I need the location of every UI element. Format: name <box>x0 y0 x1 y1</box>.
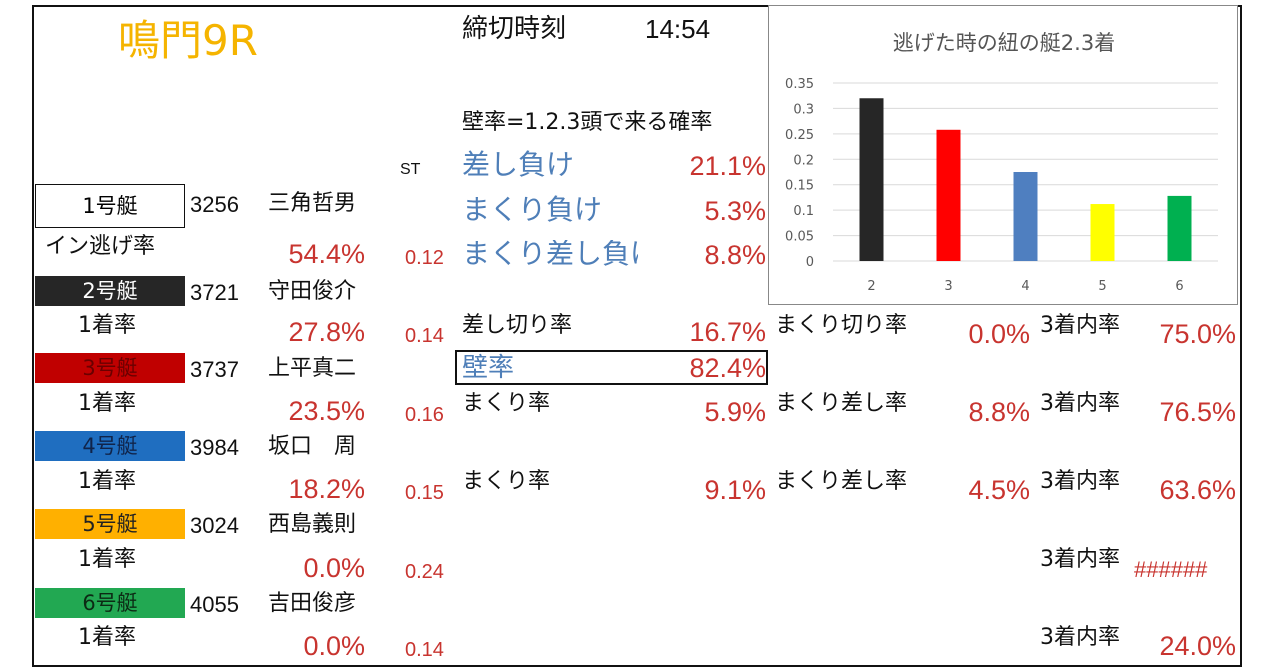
racer-name: 吉田俊彦 <box>268 591 357 616</box>
racer-number: 3737 <box>190 357 239 382</box>
deadline-label: 締切時刻 <box>462 14 567 44</box>
rate-label: イン逃げ率 <box>45 234 156 259</box>
y-tick-label: 0.05 <box>785 230 814 245</box>
stat-value: 63.6% <box>1159 475 1236 505</box>
stat-value: 16.7% <box>689 317 766 347</box>
racer-number: 3256 <box>190 192 239 217</box>
x-tick-label: 2 <box>867 279 875 294</box>
x-tick-label: 5 <box>1098 279 1106 294</box>
stat-value: 75.0% <box>1159 319 1236 349</box>
racer-number: 4055 <box>190 592 239 617</box>
st-value: 0.24 <box>405 561 444 583</box>
racer-number: 3984 <box>190 435 239 460</box>
bar-2 <box>859 98 884 261</box>
st-value: 0.14 <box>405 639 444 661</box>
bar-3 <box>936 129 961 261</box>
rate-value: 23.5% <box>288 396 365 426</box>
chart-svg: 逃げた時の紐の艇2.3着 0 0.05 0.1 0.15 0.2 0.25 0.3 0.35 2… <box>785 31 1218 294</box>
rate-label: 1着率 <box>78 391 136 416</box>
rate-value: 54.4% <box>288 239 365 269</box>
loss-value: 5.3% <box>704 196 766 226</box>
stat-value: 76.5% <box>1159 397 1236 427</box>
y-tick-label: 0 <box>806 255 814 270</box>
stat-value: 5.9% <box>704 397 766 427</box>
loss-value: 21.1% <box>689 151 766 181</box>
stat-value: 8.8% <box>968 397 1030 427</box>
stat-label: 3着内率 <box>1040 391 1120 416</box>
bar-4 <box>1013 172 1038 261</box>
racer-name: 三角哲男 <box>268 191 357 216</box>
racer-name: 坂口 周 <box>268 434 357 459</box>
y-tick-label: 0.15 <box>785 179 814 194</box>
wall-rate-box <box>455 350 768 385</box>
stat-label: 3着内率 <box>1040 547 1120 572</box>
boat-1-badge: 1号艇 <box>35 184 185 228</box>
racer-number: 3024 <box>190 513 239 538</box>
racer-name: 西島義則 <box>268 512 357 537</box>
st-value: 0.15 <box>405 482 444 504</box>
deadline-time: 14:54 <box>645 14 711 44</box>
boat-5-badge: 5号艇 <box>35 509 185 539</box>
wall-rate-value: 82.4% <box>689 353 766 383</box>
boat-3-badge: 3号艇 <box>35 353 185 383</box>
loss-label: まくり差し負け <box>462 240 638 268</box>
x-tick-label: 6 <box>1175 279 1183 294</box>
st-header: ST <box>400 161 421 178</box>
stat-label: まくり切り率 <box>775 313 908 338</box>
racer-number: 3721 <box>190 280 239 305</box>
racer-name: 守田俊介 <box>268 279 357 304</box>
rate-value: 0.0% <box>303 553 365 583</box>
stat-value-overflow: ###### <box>1134 559 1208 581</box>
bar-chart: 逃げた時の紐の艇2.3着 0 0.05 0.1 0.15 0.2 0.25 0.3 0.35 2… <box>768 5 1238 305</box>
x-tick-label: 3 <box>944 279 952 294</box>
st-value: 0.14 <box>405 325 444 347</box>
stat-value: 0.0% <box>968 319 1030 349</box>
st-value: 0.12 <box>405 247 444 269</box>
bar-6 <box>1167 195 1192 261</box>
stat-value: 24.0% <box>1159 631 1236 661</box>
y-tick-label: 0.2 <box>793 153 814 168</box>
stat-value: 4.5% <box>968 475 1030 505</box>
rate-value: 18.2% <box>288 474 365 504</box>
boat-2-badge: 2号艇 <box>35 276 185 306</box>
x-tick-label: 4 <box>1021 279 1029 294</box>
chart-title: 逃げた時の紐の艇2.3着 <box>893 31 1115 55</box>
rate-label: 1着率 <box>78 547 136 572</box>
rate-value: 27.8% <box>288 317 365 347</box>
stat-label: まくり差し率 <box>775 391 908 416</box>
sheet-frame <box>32 5 1242 667</box>
wall-rate-label: 壁率 <box>462 353 515 383</box>
rate-label: 1着率 <box>78 313 136 338</box>
rate-label: 1着率 <box>78 625 136 650</box>
stat-label: まくり率 <box>462 469 551 494</box>
stat-label: 3着内率 <box>1040 469 1120 494</box>
loss-value: 8.8% <box>704 240 766 270</box>
stat-value: 9.1% <box>704 475 766 505</box>
y-tick-label: 0.3 <box>793 102 814 117</box>
y-tick-label: 0.25 <box>785 128 814 143</box>
boat-6-badge: 6号艇 <box>35 588 185 618</box>
racer-name: 上平真二 <box>268 356 357 381</box>
boat-4-badge: 4号艇 <box>35 431 185 461</box>
loss-label: まくり負け <box>462 193 603 226</box>
wall-caption: 壁率=1.2.3頭で来る確率 <box>462 110 713 135</box>
stat-label: 3着内率 <box>1040 313 1120 338</box>
rate-value: 0.0% <box>303 631 365 661</box>
stat-label: 差し切り率 <box>462 313 573 338</box>
stat-label: まくり率 <box>462 391 551 416</box>
stat-label: まくり差し率 <box>775 469 908 494</box>
y-tick-label: 0.35 <box>785 77 814 92</box>
bar-5 <box>1090 204 1115 261</box>
stat-label: 3着内率 <box>1040 625 1120 650</box>
rate-label: 1着率 <box>78 469 136 494</box>
race-title: 鳴門9R <box>118 16 258 65</box>
loss-label: 差し負け <box>462 148 575 181</box>
st-value: 0.16 <box>405 404 444 426</box>
y-tick-label: 0.1 <box>793 204 814 219</box>
